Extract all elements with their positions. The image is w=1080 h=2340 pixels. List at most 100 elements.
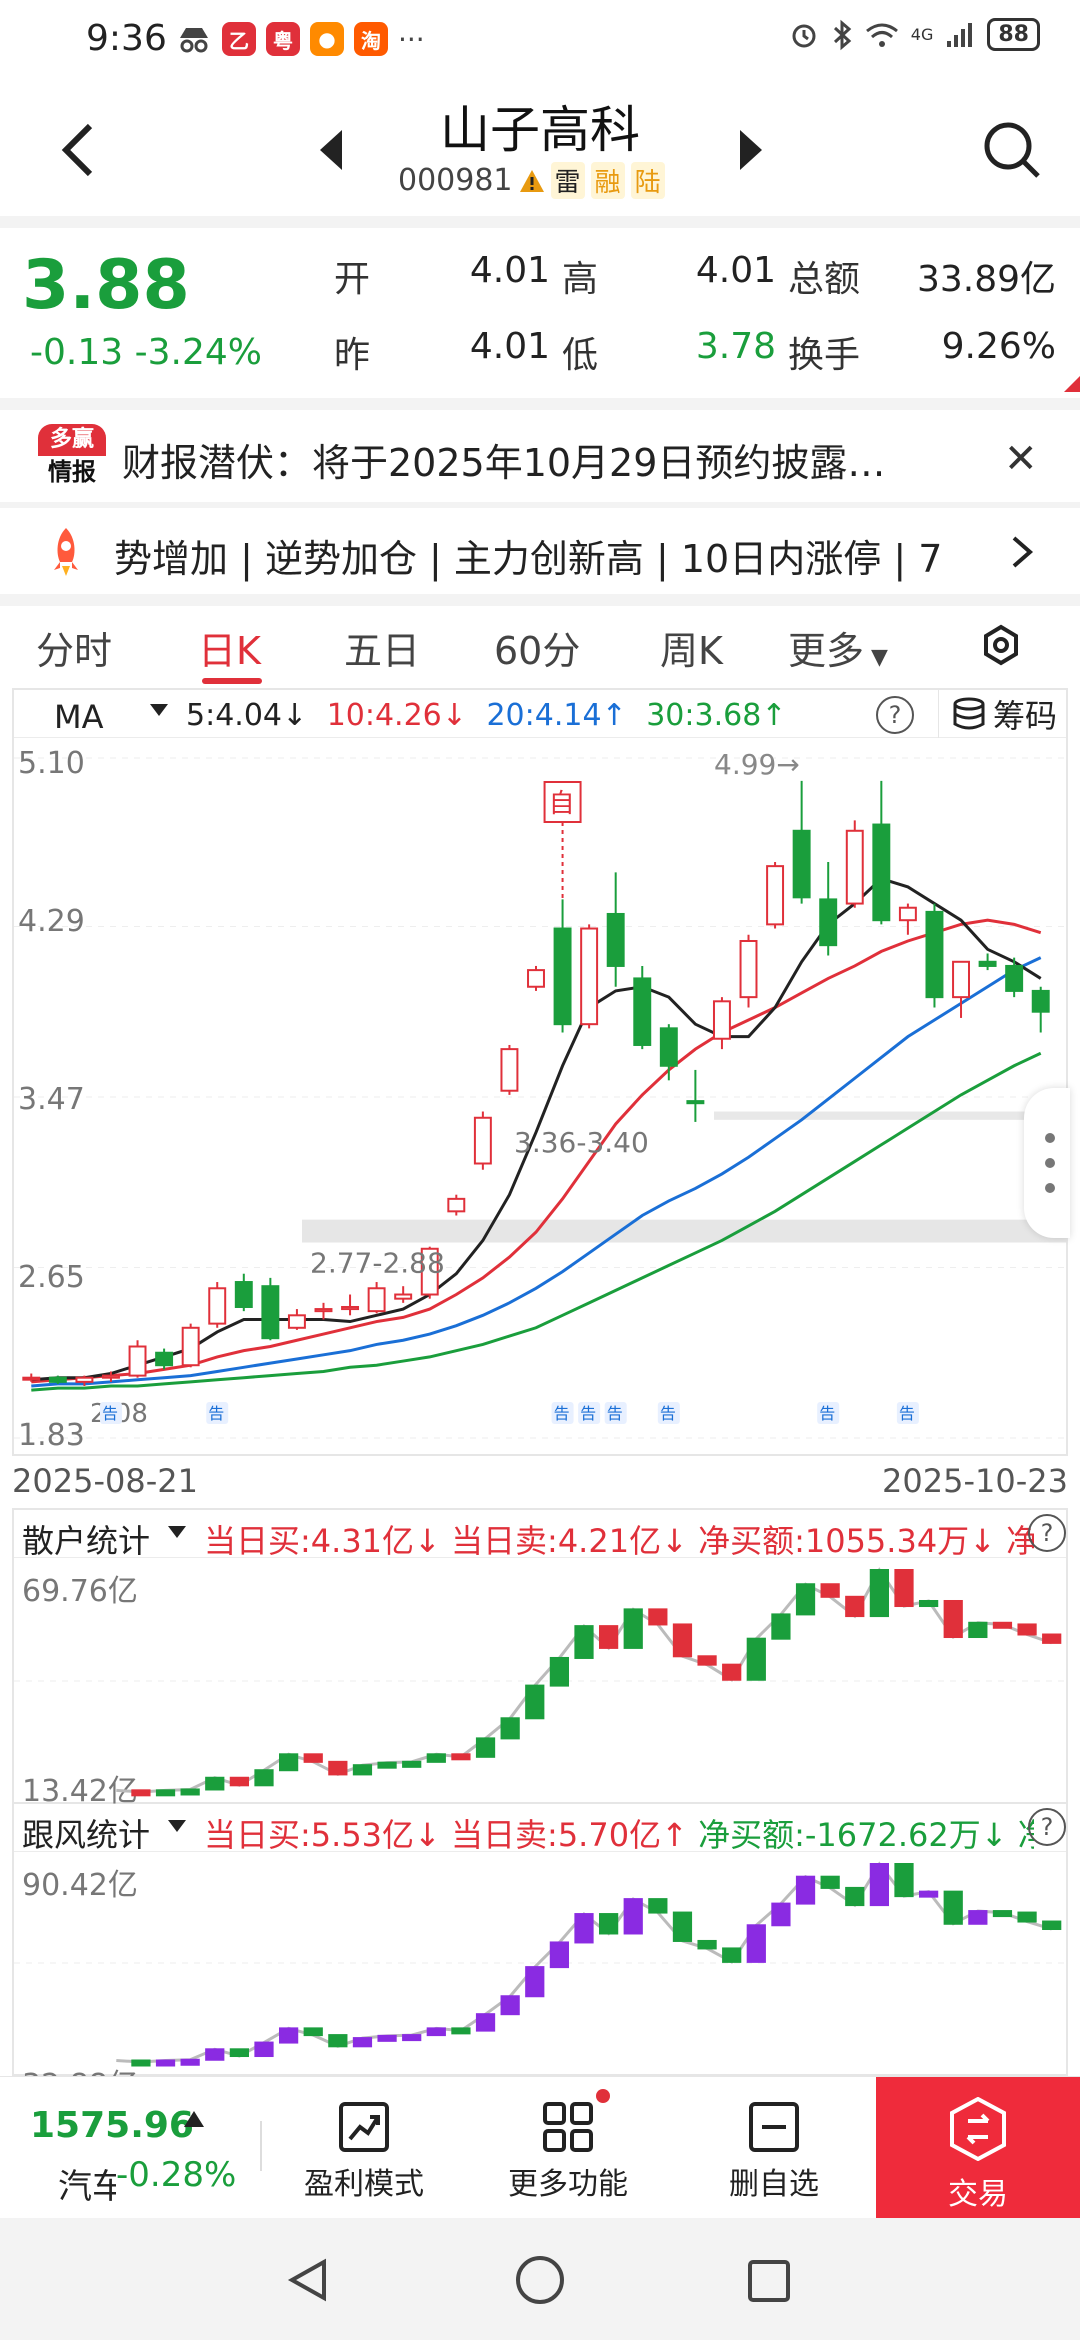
- tab-five-day[interactable]: 五日: [344, 629, 421, 673]
- help-icon[interactable]: ?: [1028, 1514, 1066, 1552]
- help-icon[interactable]: ?: [1028, 1808, 1066, 1846]
- follow-stats-panel[interactable]: 跟风统计 当日买:5.53亿↓ 当日卖:5.70亿↑ 净买额:-1672.62万…: [12, 1804, 1068, 2103]
- flow-bar: [845, 1595, 865, 1618]
- amount-value: 33.89亿: [916, 259, 1056, 300]
- flow-bar: [131, 1789, 151, 1797]
- caret-down-icon[interactable]: [168, 1820, 186, 1832]
- divider: [0, 502, 1080, 508]
- candle-body: [234, 1281, 253, 1308]
- bluetooth-icon: [833, 19, 852, 50]
- help-icon[interactable]: ?: [876, 696, 914, 734]
- tab-daily-k[interactable]: 日K: [198, 629, 261, 673]
- battery-indicator: 88: [987, 18, 1040, 51]
- nav-recents-icon[interactable]: [746, 2258, 792, 2304]
- tab-60min[interactable]: 60分: [494, 629, 581, 673]
- announcement-marker: 告: [206, 1402, 229, 1424]
- candle-body: [1031, 989, 1050, 1013]
- flow-bar: [155, 1789, 176, 1797]
- logo-top-text: 多赢: [38, 424, 106, 456]
- candle-body: [394, 1293, 413, 1300]
- incognito-icon: [180, 28, 208, 53]
- ma20-value: 20:4.14↑: [486, 698, 627, 733]
- side-menu-handle[interactable]: [1024, 1088, 1070, 1238]
- current-price: 3.88: [22, 246, 190, 325]
- ma5-value: 5:4.04↓: [186, 698, 308, 733]
- close-icon[interactable]: ✕: [1004, 436, 1038, 482]
- search-icon[interactable]: [982, 120, 1042, 180]
- next-stock-icon[interactable]: [740, 130, 762, 170]
- zone-lower-label: 2.77-2.88: [310, 1247, 445, 1280]
- flow-bar: [205, 2048, 225, 2061]
- candle-body: [102, 1374, 120, 1379]
- tab-more[interactable]: 更多 ▼: [788, 620, 888, 675]
- tab-weekly-k[interactable]: 周K: [660, 629, 723, 673]
- flow-bar: [500, 1995, 520, 2016]
- retail-stats-title[interactable]: 散户统计: [22, 1522, 151, 1560]
- more-vertical-icon[interactable]: [1024, 1088, 1070, 1238]
- y-tick-label: 1.83: [18, 1418, 85, 1453]
- status-bar: 9:36 乙 粤 ● 淘 ··· 4G 88: [0, 0, 1080, 80]
- tab-intraday[interactable]: 分时: [36, 629, 113, 673]
- flow-bar: [869, 1863, 889, 1907]
- retail-stats-values: 当日买:4.31亿↓ 当日卖:4.21亿↓ 净买额:1055.34万↓ 净: [204, 1516, 1034, 1562]
- flow-bar: [500, 1717, 520, 1740]
- indicator-selector[interactable]: MA: [54, 698, 104, 736]
- announcement-badge: [657, 1402, 680, 1424]
- trade-label: 交易: [948, 2177, 1008, 2212]
- low-value: 3.78: [695, 326, 776, 367]
- kline-plot[interactable]: 4.99→3.36-3.402.77-2.882.08自告告告告告告告告: [14, 738, 1066, 1454]
- candle-body: [739, 939, 758, 999]
- flow-bar: [549, 1941, 569, 1969]
- candle-body: [341, 1305, 360, 1311]
- trade-button[interactable]: 交易: [876, 2077, 1080, 2219]
- announcement-badge: [551, 1402, 574, 1424]
- flow-bar: [155, 2059, 176, 2067]
- flow-bar: [352, 1764, 373, 1776]
- previous-stock-icon[interactable]: [320, 130, 342, 170]
- flow-bar: [722, 1947, 742, 1963]
- index-value: 1575.96: [30, 2105, 194, 2146]
- candle-body: [527, 969, 545, 988]
- follow-plot: [14, 1861, 1066, 2067]
- high-value: 4.01: [695, 250, 776, 291]
- caret-down-icon[interactable]: [168, 1526, 186, 1538]
- kline-chart[interactable]: MA 5:4.04↓ 10:4.26↓ 20:4.14↑ 30:3.68↑ ? …: [12, 688, 1070, 1456]
- ma20-line: [31, 956, 1042, 1388]
- profit-model-button[interactable]: 盈利模式: [284, 2101, 444, 2203]
- candle-body: [659, 1027, 678, 1067]
- earnings-notice[interactable]: 多赢 情报 财报潜伏：将于2025年10月29日预约披露… ✕: [0, 410, 1080, 502]
- turnover-label: 换手: [788, 335, 861, 376]
- x-end-date: 2025-10-23: [882, 1462, 1068, 1500]
- caret-down-icon[interactable]: [150, 704, 168, 716]
- more-functions-button[interactable]: 更多功能: [488, 2101, 648, 2203]
- candle-body: [580, 927, 599, 1026]
- retail-stats-header: 散户统计 当日买:4.31亿↓ 当日卖:4.21亿↓ 净买额:1055.34万↓…: [14, 1510, 1066, 1560]
- retail-stats-panel[interactable]: 散户统计 当日买:4.31亿↓ 当日卖:4.21亿↓ 净买额:1055.34万↓…: [12, 1508, 1068, 1809]
- nav-back-icon[interactable]: [284, 2256, 332, 2304]
- announcement-text: 告: [554, 1404, 570, 1423]
- back-arrow-icon[interactable]: [58, 122, 98, 178]
- candle-body: [872, 823, 891, 922]
- flow-bar: [1042, 1633, 1062, 1644]
- stock-name: 山子高科: [440, 101, 640, 159]
- flow-bar: [648, 1608, 668, 1626]
- remove-watchlist-label: 删自选: [729, 2167, 819, 2202]
- divider: [0, 398, 1080, 410]
- flow-bar: [279, 1753, 299, 1772]
- flow-bar: [475, 1737, 496, 1758]
- chips-button[interactable]: 筹码: [938, 690, 1066, 738]
- flow-bar: [672, 1623, 693, 1658]
- logo-bottom-text: 情报: [48, 458, 96, 486]
- nav-home-icon[interactable]: [514, 2254, 566, 2306]
- settings-icon[interactable]: [980, 624, 1022, 666]
- alarm-icon: [792, 24, 816, 47]
- follow-stats-title[interactable]: 跟风统计: [22, 1816, 151, 1854]
- flow-bar: [623, 1608, 643, 1649]
- announcement-text: 告: [580, 1404, 596, 1423]
- trend-chart-icon: [339, 2102, 389, 2152]
- divider: [0, 216, 1080, 228]
- flow-bar: [254, 2041, 274, 2058]
- remove-watchlist-button[interactable]: 删自选: [694, 2101, 854, 2203]
- signal-ticker[interactable]: 势增加 | 逆势加仓 | 主力创新高 | 10日内涨停 | 7: [0, 510, 1080, 594]
- chevron-right-icon[interactable]: [1010, 534, 1034, 570]
